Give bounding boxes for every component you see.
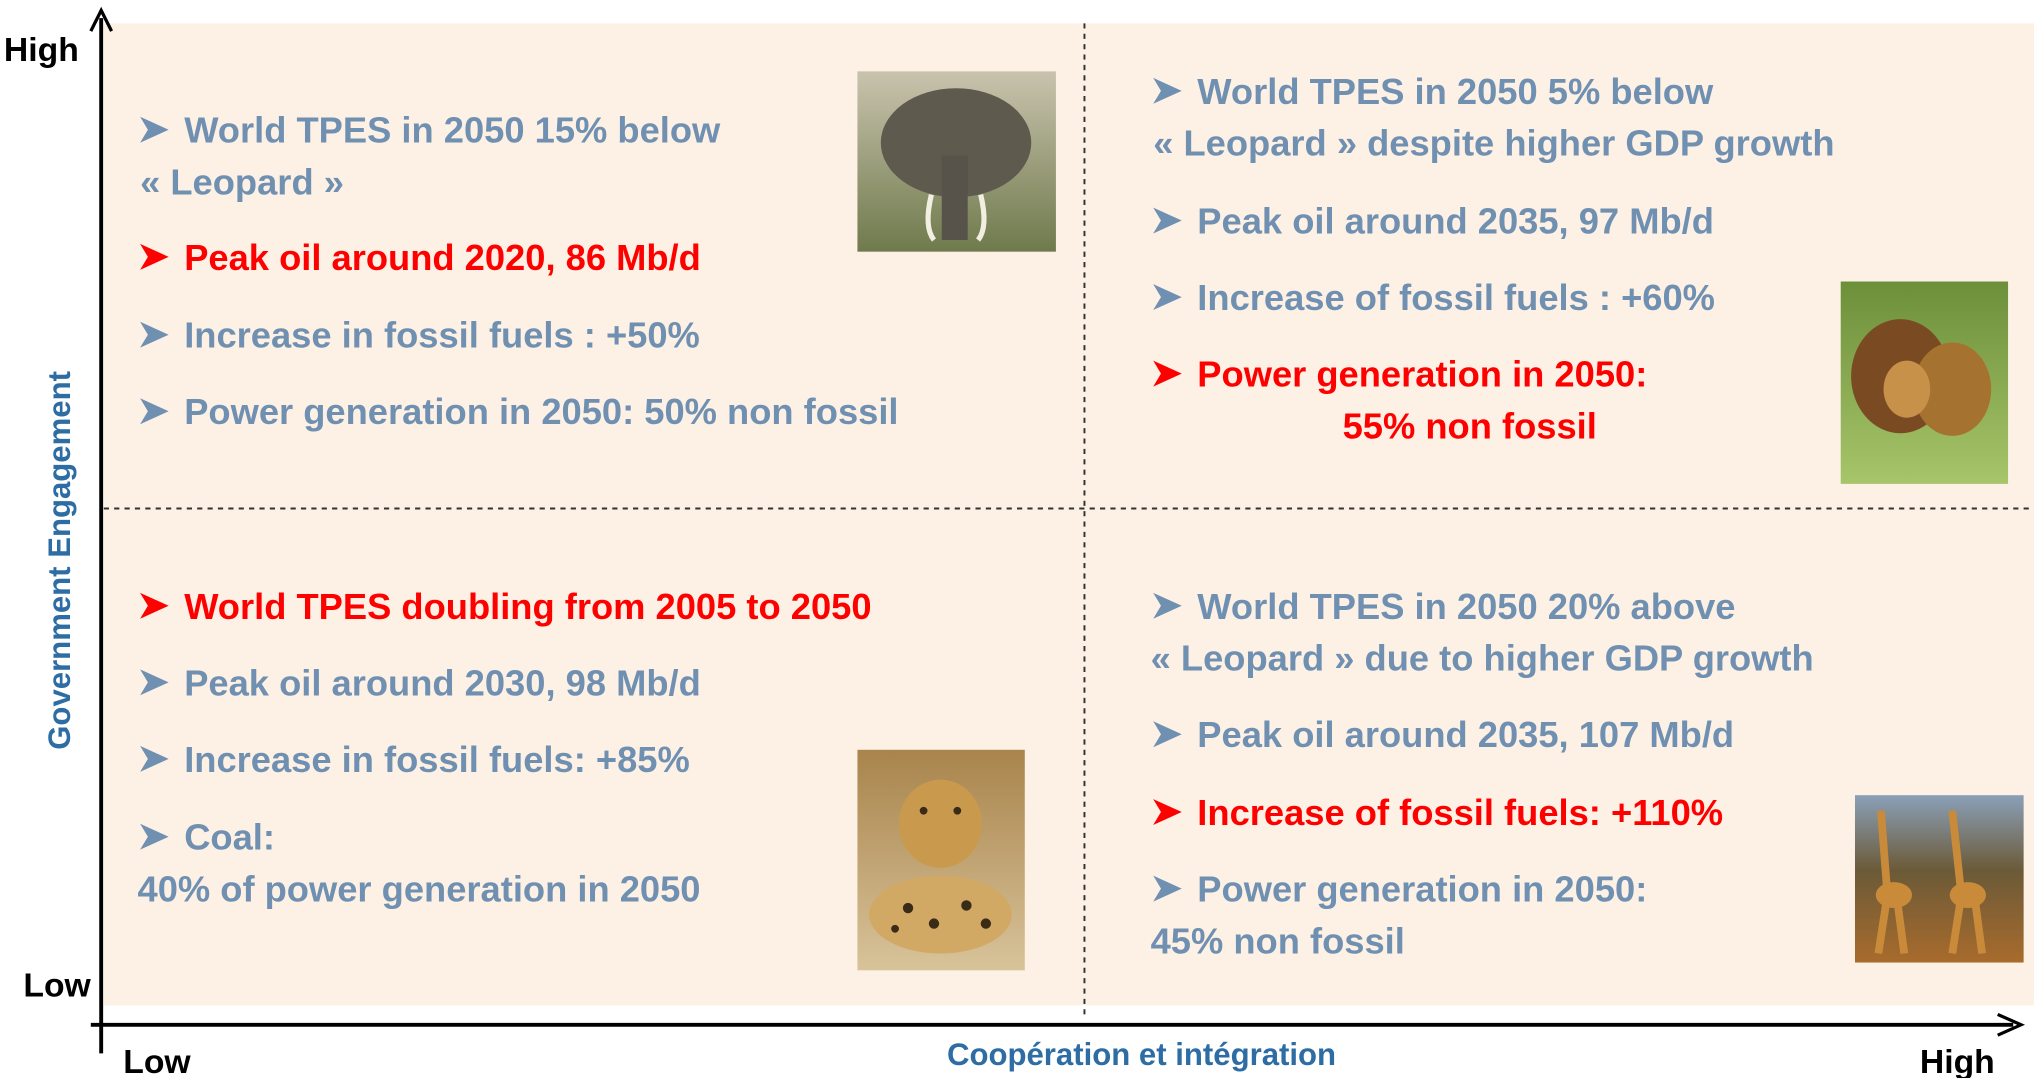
x-axis-low: Low <box>123 1043 191 1078</box>
scenario-text: Increase of fossil fuels: +110% <box>1197 792 1723 833</box>
scenario-text: Power generation in 2050: <box>1197 869 1647 910</box>
x-axis-high: High <box>1920 1043 1995 1078</box>
scenario-text: World TPES doubling from 2005 to 2050 <box>184 586 871 627</box>
giraffe-photo <box>1854 795 2024 963</box>
scenario-text: Power generation in 2050: 50% non fossil <box>184 391 898 432</box>
scenario-text: Increase of fossil fuels : +60% <box>1197 277 1715 318</box>
leopard-photo <box>857 749 1025 971</box>
bullet <box>1153 721 1182 748</box>
bullet <box>1153 592 1182 619</box>
bullet <box>140 116 169 143</box>
scenario-text: Increase in fossil fuels: +85% <box>184 739 690 780</box>
bullet <box>1153 360 1182 387</box>
bullet <box>140 592 169 619</box>
background <box>103 23 2034 1006</box>
bullet <box>1153 875 1182 902</box>
bullet <box>1153 284 1182 311</box>
bullet <box>140 321 169 348</box>
scenario-text: « Leopard » due to higher GDP growth <box>1151 638 1814 679</box>
x-axis-title: Coopération et intégration <box>947 1037 1336 1072</box>
bullet <box>1153 77 1182 104</box>
scenario-text: Peak oil around 2030, 98 Mb/d <box>184 662 701 703</box>
scenario-text: 55% non fossil <box>1343 405 1597 446</box>
y-axis-arrow <box>89 6 114 32</box>
scenario-text: « Leopard » <box>140 162 344 203</box>
scenario-text: 40% of power generation in 2050 <box>138 869 701 910</box>
scenario-text: Coal: <box>184 817 275 858</box>
bullet <box>140 243 169 270</box>
y-axis-title: Government Engagement <box>42 371 77 750</box>
scenario-text: World TPES in 2050 20% above <box>1197 586 1735 627</box>
bullet <box>1153 207 1182 234</box>
lion-photo <box>1840 281 2009 484</box>
scenario-text: Peak oil around 2035, 97 Mb/d <box>1197 201 1714 242</box>
scenario-text: World TPES in 2050 15% below <box>184 110 721 151</box>
scenario-text: Peak oil around 2020, 86 Mb/d <box>184 237 701 278</box>
scenario-text: World TPES in 2050 5% below <box>1197 71 1714 112</box>
scenario-text: 45% non fossil <box>1151 920 1405 961</box>
bullet <box>140 398 169 425</box>
scenario-text: Peak oil around 2035, 107 Mb/d <box>1197 714 1734 755</box>
elephant-photo <box>857 71 1056 252</box>
scenario-text: Increase in fossil fuels : +50% <box>184 315 700 356</box>
y-axis-low: Low <box>23 966 91 1004</box>
scenario-text: « Leopard » despite higher GDP growth <box>1153 123 1834 164</box>
bullet <box>1153 799 1182 826</box>
bullet <box>140 823 169 850</box>
x-axis-arrow <box>1997 1012 2026 1037</box>
scenario-text: Power generation in 2050: <box>1197 354 1647 395</box>
y-axis-high: High <box>4 31 79 69</box>
bullet <box>140 669 169 696</box>
bullet <box>140 745 169 772</box>
